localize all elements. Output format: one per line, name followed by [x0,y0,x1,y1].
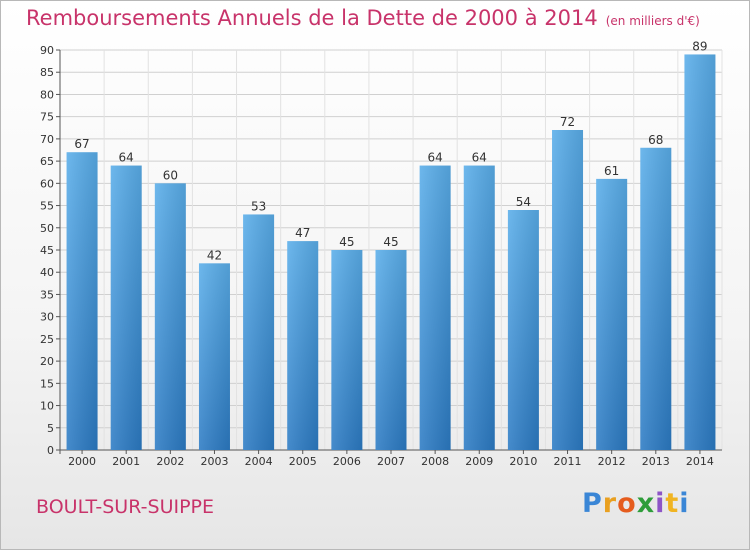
x-tick-label: 2006 [333,455,361,468]
x-tick-label: 2009 [465,455,493,468]
bar-value-label: 60 [163,168,178,182]
x-tick-label: 2014 [686,455,714,468]
bar-value-label: 54 [516,195,531,209]
bar-shade [463,165,495,451]
bar-shade [419,165,451,451]
bar-value-label: 89 [692,39,707,53]
bar-value-label: 45 [383,235,398,249]
x-tick-label: 2001 [112,455,140,468]
y-tick-label: 45 [40,244,54,257]
bar-shade [287,241,319,450]
y-tick-labels: 0 5 10 15 20 25 30 35 40 45 50 55 60 65 70 75 80 85 90 [40,44,54,457]
bar-shade [66,152,98,450]
y-tick-label: 75 [40,111,54,124]
y-tick-label: 25 [40,333,54,346]
bar-shade [375,250,407,450]
bar-shade [552,130,584,450]
x-tick-label: 2011 [554,455,582,468]
bar-shade [110,165,142,451]
value-labels: 67 64 60 42 53 47 45 45 64 64 54 72 61 68 89 [74,39,707,262]
y-tick-label: 60 [40,177,54,190]
y-tick-label: 10 [40,400,54,413]
chart-subtitle: (en milliers d'€) [605,14,700,28]
bar-shade [243,214,275,450]
x-tick-label: 2013 [642,455,670,468]
bar-value-label: 47 [295,226,310,240]
x-tick-label: 2002 [156,455,184,468]
y-tick-label: 90 [40,44,54,57]
bar-shade [507,210,539,450]
bar-shade [640,147,672,450]
x-tick-labels: 2000 2001 2002 2003 2004 2005 2006 2007 2008 2009… [68,455,714,468]
chart-title: Remboursements Annuels de la Dette de 20… [26,6,700,30]
y-tick-label: 0 [47,444,54,457]
x-tick-label: 2005 [289,455,317,468]
bar-value-label: 72 [560,115,575,129]
bar-shade [198,263,230,450]
bar-value-label: 61 [604,164,619,178]
x-tick-label: 2010 [509,455,537,468]
y-tick-label: 20 [40,355,54,368]
y-tick-label: 65 [40,155,54,168]
bar-value-label: 67 [74,137,89,151]
bar-shade [331,250,363,450]
bar-value-label: 53 [251,199,266,213]
y-tick-label: 55 [40,200,54,213]
bars [66,54,716,451]
y-tick-label: 40 [40,266,54,279]
bar-value-label: 45 [339,235,354,249]
x-tick-label: 2003 [200,455,228,468]
y-tick-label: 50 [40,222,54,235]
x-tick-label: 2007 [377,455,405,468]
y-tick-label: 5 [47,422,54,435]
y-tick-label: 85 [40,66,54,79]
bar-value-label: 64 [427,151,442,165]
y-tick-label: 15 [40,377,54,390]
bar-value-label: 42 [207,248,222,262]
x-tick-label: 2008 [421,455,449,468]
x-tick-label: 2000 [68,455,96,468]
commune-name: BOULT-SUR-SUIPPE [36,496,214,518]
bar-shade [154,183,186,451]
bar-value-label: 64 [119,151,134,165]
y-tick-label: 30 [40,311,54,324]
bar-value-label: 68 [648,133,663,147]
bar-shade [596,178,628,450]
proxiti-logo: Proxiti [582,488,690,519]
y-tick-label: 35 [40,288,54,301]
chart-title-text: Remboursements Annuels de la Dette de 20… [26,6,598,30]
y-tick-label: 70 [40,133,54,146]
bar-shade [684,54,716,450]
bar-value-label: 64 [472,151,487,165]
x-tick-label: 2012 [598,455,626,468]
x-tick-label: 2004 [245,455,273,468]
y-tick-label: 80 [40,88,54,101]
